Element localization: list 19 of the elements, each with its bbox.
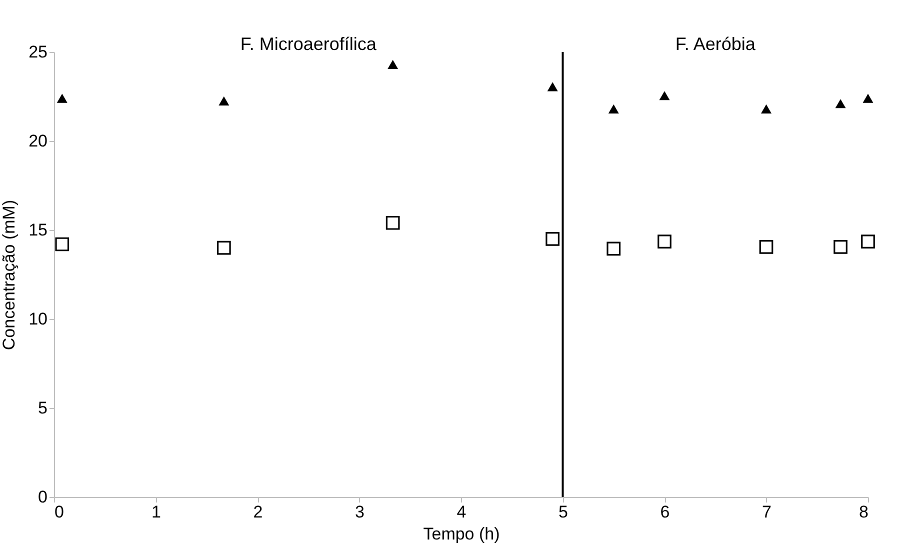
- y-tick-label: 25: [28, 42, 48, 62]
- x-tick-label: 2: [253, 502, 263, 522]
- y-tick-label: 15: [28, 220, 48, 240]
- y-tick-label: 10: [28, 310, 48, 328]
- annotation: F. Microaerofílica: [240, 34, 378, 54]
- y-tick-label: 5: [38, 398, 48, 418]
- x-tick-label: 3: [355, 502, 364, 522]
- x-tick-label: 4: [456, 502, 466, 522]
- x-tick-label: 1: [152, 502, 161, 522]
- x-axis-title: Tempo (h): [423, 524, 500, 544]
- x-tick-label: 5: [558, 502, 568, 522]
- x-tick-label: 0: [54, 502, 64, 522]
- x-tick-label: 7: [762, 502, 772, 522]
- y-axis-title: Concentração (mM): [0, 200, 19, 350]
- y-tick-label: 20: [28, 132, 48, 150]
- x-tick-label: 8: [859, 502, 868, 522]
- x-tick-label: 6: [660, 502, 670, 522]
- y-tick-label: 0: [38, 488, 48, 506]
- annotation: F. Aeróbia: [675, 34, 756, 54]
